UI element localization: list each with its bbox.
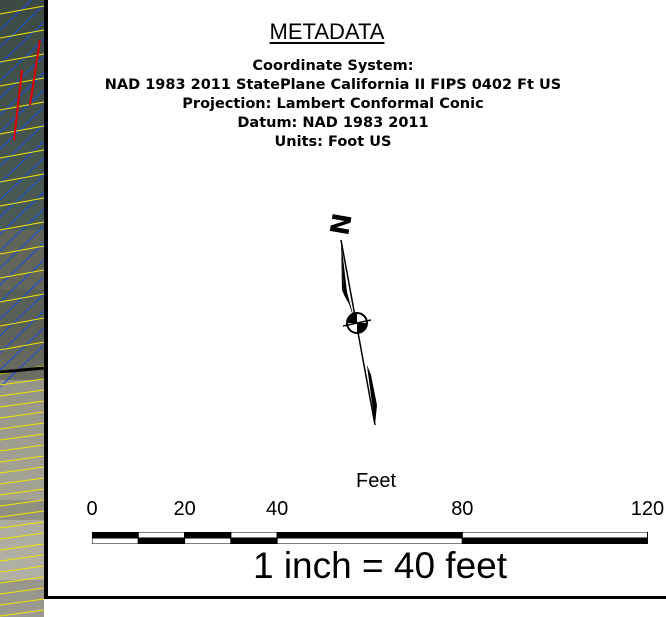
parcel-line <box>0 21 44 65</box>
boundary-line <box>0 389 44 397</box>
boundary-line <box>0 293 44 303</box>
page-margin <box>44 599 666 617</box>
boundary-line <box>0 587 44 595</box>
highlight-line <box>13 69 23 141</box>
scale-segment <box>92 537 139 544</box>
metadata-lines: Coordinate System: NAD 1983 2011 StatePl… <box>0 57 666 152</box>
boundary-line <box>0 455 44 463</box>
parcel-line <box>0 174 44 218</box>
boundary-line <box>0 125 44 135</box>
boundary-line <box>0 510 44 518</box>
boundary-line <box>0 433 44 441</box>
parcel-line <box>0 140 44 184</box>
scale-segment <box>92 532 139 539</box>
road-edge <box>0 366 44 374</box>
frame-divider <box>44 0 48 596</box>
boundary-line <box>0 149 44 159</box>
scale-segment <box>184 537 232 544</box>
parcel-line <box>0 208 44 252</box>
boundary-line <box>0 576 44 584</box>
parcel-line <box>0 293 44 337</box>
coordinate-system-value: NAD 1983 2011 StatePlane California II F… <box>104 77 562 93</box>
boundary-line <box>0 598 44 606</box>
scale-segment <box>230 532 278 539</box>
scale-tick-label: 0 <box>86 498 98 520</box>
aerial-imagery-strip <box>0 0 44 617</box>
scale-segment <box>137 537 186 544</box>
boundary-line <box>0 477 44 485</box>
scale-segment <box>184 532 232 539</box>
projection-line: Projection: Lambert Conformal Conic <box>182 96 484 112</box>
boundary-line <box>0 245 44 255</box>
parcel-line <box>0 89 44 133</box>
boundary-line <box>0 532 44 540</box>
north-letter: N <box>325 211 358 238</box>
scale-units-label: Feet <box>356 470 397 492</box>
parcel-line <box>0 4 44 48</box>
boundary-line <box>0 499 44 507</box>
parcel-line <box>0 106 44 150</box>
scale-bar <box>92 532 648 544</box>
parcel-line <box>0 225 44 269</box>
boundary-line <box>0 77 44 87</box>
parcel-line <box>0 72 44 116</box>
boundary-line <box>0 554 44 562</box>
boundary-line <box>0 269 44 279</box>
boundary-line <box>0 101 44 111</box>
parcel-line <box>0 327 44 371</box>
scale-segment <box>276 537 463 544</box>
boundary-line <box>0 466 44 474</box>
boundary-line <box>0 341 44 351</box>
scale-segment <box>461 532 648 539</box>
scale-segment <box>230 537 278 544</box>
parcel-line <box>0 0 33 31</box>
scale-segment <box>137 532 186 539</box>
parcel-line <box>0 259 44 303</box>
boundary-line <box>0 400 44 408</box>
scale-tick-label: 120 <box>630 498 665 520</box>
boundary-line <box>0 29 44 39</box>
coordinate-system-label: Coordinate System: <box>252 58 414 74</box>
boundary-line <box>0 543 44 551</box>
scale-segment <box>276 532 463 539</box>
metadata-title: METADATA <box>269 19 385 44</box>
boundary-line <box>0 197 44 207</box>
parcel-line <box>0 123 44 167</box>
boundary-line <box>0 444 44 452</box>
boundary-line <box>0 317 44 327</box>
parcel-line <box>0 38 44 82</box>
scale-tick-label: 80 <box>451 498 474 520</box>
boundary-line <box>0 411 44 419</box>
frame-bottom-border <box>44 596 666 599</box>
boundary-line <box>0 5 44 15</box>
scale-ratio-text: 1 inch = 40 feet <box>252 545 508 586</box>
boundary-line <box>0 221 44 231</box>
parcel-line <box>0 344 44 388</box>
boundary-line <box>0 609 44 617</box>
scale-segment <box>461 537 648 544</box>
units-line: Units: Foot US <box>274 134 392 150</box>
north-arrow-icon: N <box>300 200 410 430</box>
metadata-panel <box>48 0 666 596</box>
boundary-line <box>0 565 44 573</box>
parcel-line <box>0 157 44 201</box>
parcel-line <box>0 242 44 286</box>
aerial-imagery <box>0 0 44 617</box>
boundary-line <box>0 422 44 430</box>
parcel-line <box>0 310 44 354</box>
scale-tick-label: 40 <box>266 498 289 520</box>
highlight-line <box>29 39 41 106</box>
boundary-line <box>0 378 44 386</box>
boundary-line <box>0 521 44 529</box>
datum-line: Datum: NAD 1983 2011 <box>237 115 429 131</box>
scale-tick-label: 20 <box>173 498 196 520</box>
boundary-line <box>0 488 44 496</box>
boundary-line <box>0 173 44 183</box>
